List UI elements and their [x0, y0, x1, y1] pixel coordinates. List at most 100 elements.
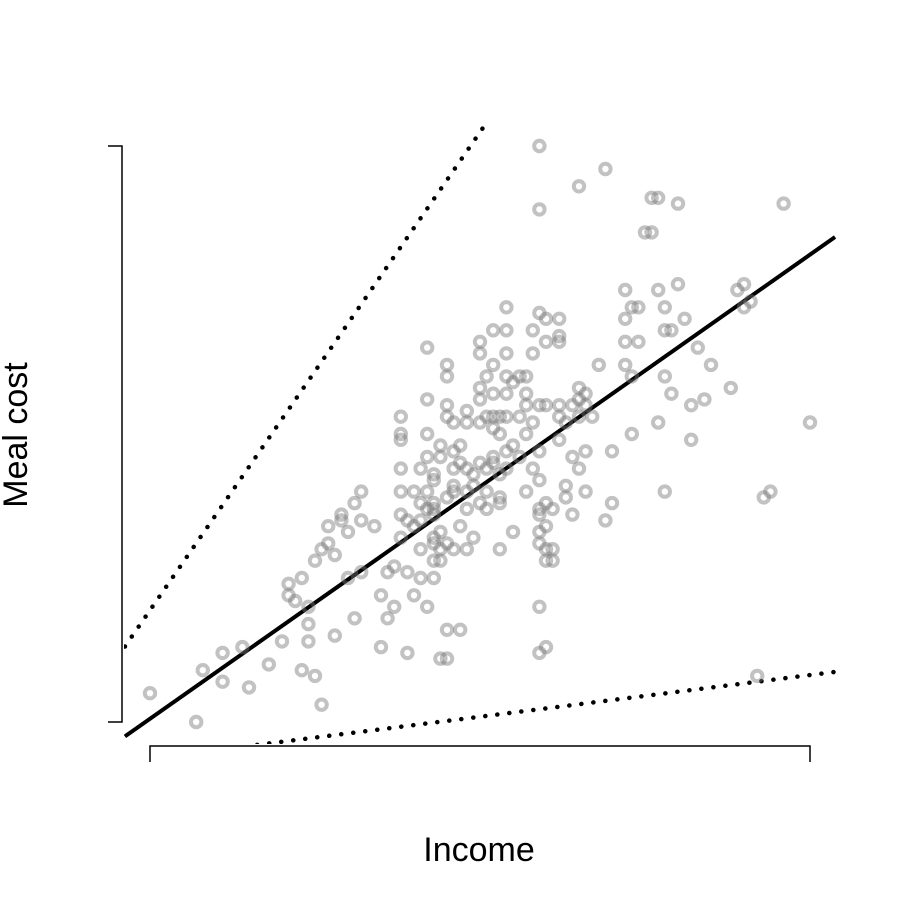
data-point [426, 507, 441, 522]
data-point [439, 622, 455, 637]
data-point [505, 438, 521, 453]
data-point [763, 484, 778, 499]
data-point [472, 334, 488, 349]
data-point [670, 196, 686, 211]
data-point [545, 553, 560, 568]
data-point [657, 369, 672, 384]
data-point [354, 484, 369, 499]
data-point [552, 432, 567, 447]
data-point [446, 484, 461, 499]
data-point [486, 357, 501, 373]
data-point [499, 444, 514, 459]
data-point [479, 501, 494, 517]
data-point [519, 484, 534, 499]
data-point [433, 449, 448, 465]
data-point [604, 444, 620, 459]
data-point [538, 334, 554, 349]
data-point [472, 392, 488, 407]
data-point [420, 392, 435, 407]
data-point [453, 438, 468, 453]
data-point [499, 409, 514, 424]
data-point [532, 599, 547, 614]
data-point [492, 490, 507, 505]
data-point [433, 438, 448, 453]
data-point [657, 484, 672, 499]
regression-line [124, 235, 836, 739]
data-point [479, 369, 494, 384]
data-point [446, 461, 461, 476]
data-point [499, 323, 514, 338]
data-point [499, 369, 514, 384]
data-point [532, 472, 547, 488]
data-point [519, 426, 534, 442]
data-point [684, 398, 699, 413]
data-point [492, 542, 507, 557]
data-point [499, 461, 514, 476]
data-point [532, 507, 547, 522]
data-point [294, 663, 309, 678]
data-point [413, 570, 428, 586]
data-point [426, 467, 441, 482]
data-point [439, 490, 455, 505]
data-point [321, 519, 336, 534]
data-point [373, 588, 389, 603]
data-point [525, 346, 540, 361]
data-point [545, 501, 560, 517]
data-point [651, 282, 666, 298]
data-point [631, 334, 646, 349]
data-point [532, 305, 547, 321]
data-point [624, 426, 639, 442]
data-point [486, 323, 501, 338]
data-point [261, 657, 276, 672]
data-point [532, 398, 547, 413]
data-point [400, 565, 415, 580]
data-point [578, 484, 593, 499]
data-point [413, 513, 428, 528]
data-point [657, 300, 672, 315]
plot-area [124, 124, 836, 744]
data-point [446, 415, 461, 430]
data-point [439, 536, 455, 551]
data-point [472, 346, 488, 361]
data-point [492, 495, 507, 511]
data-point [723, 380, 738, 396]
data-point [420, 426, 435, 442]
data-point [466, 530, 481, 545]
data-point [486, 386, 501, 401]
data-point [571, 461, 587, 476]
data-point [459, 415, 474, 430]
data-point [413, 495, 428, 511]
data-point [532, 645, 547, 661]
data-point [618, 282, 633, 298]
data-point [670, 277, 686, 292]
data-point [492, 409, 507, 424]
data-point [558, 490, 573, 505]
data-point [439, 369, 455, 384]
data-point [420, 484, 435, 499]
data-point [505, 524, 521, 540]
data-point [393, 507, 408, 522]
data-point [235, 639, 250, 655]
data-point [624, 300, 639, 315]
data-point [459, 501, 474, 517]
data-point [393, 409, 408, 424]
data-point [697, 392, 712, 407]
data-point [314, 542, 329, 557]
data-point [301, 616, 316, 632]
data-point [565, 398, 580, 413]
data-point [426, 495, 441, 511]
data-point [426, 536, 441, 551]
data-point [446, 478, 461, 493]
data-point [486, 455, 501, 470]
data-point [459, 484, 474, 499]
data-point [703, 357, 719, 373]
data-point [571, 392, 587, 407]
data-point [472, 415, 488, 430]
data-point [637, 225, 653, 240]
data-point [294, 570, 309, 586]
x-axis-label: Income [423, 831, 535, 869]
upper-bound-line [124, 124, 487, 649]
data-point [657, 323, 672, 338]
data-point [321, 536, 336, 551]
